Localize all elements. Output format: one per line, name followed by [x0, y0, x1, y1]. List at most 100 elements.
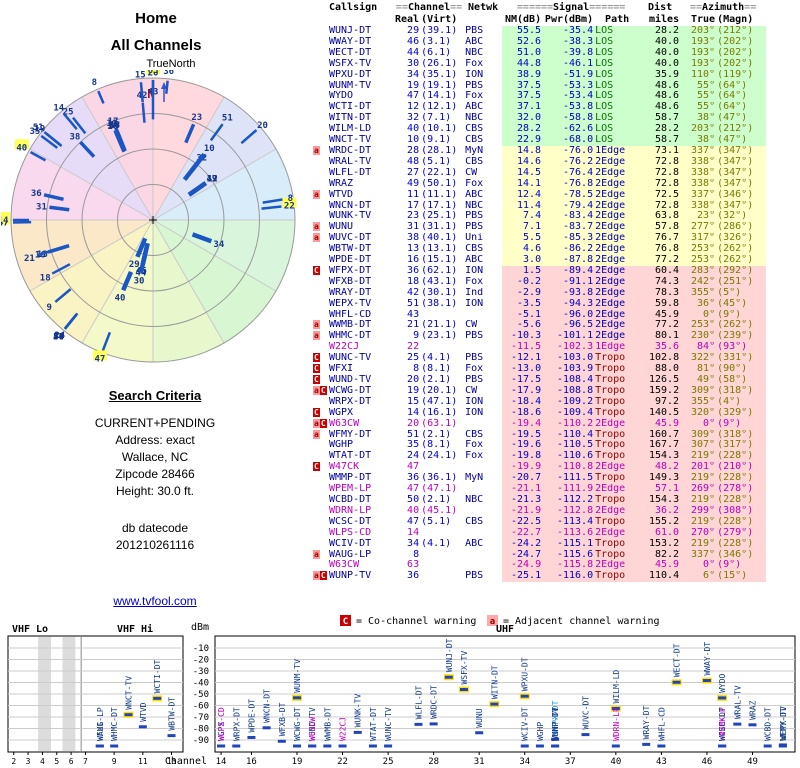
cell-azimuth-magn: (15°): [716, 571, 767, 583]
cell-path: LOS: [594, 58, 641, 70]
cell-path: 2Edge: [594, 265, 641, 277]
cell-azimuth-magn: (4°): [716, 396, 767, 408]
cell-real-channel: 27: [407, 167, 420, 178]
cell-virtual-channel: (8.1): [421, 364, 452, 375]
cell-pwr-dbm: -110.6: [542, 451, 595, 463]
radar-station-bar: [51, 263, 71, 275]
station-label: WWMB-DT: [323, 707, 332, 741]
cell-real-channel: 15: [407, 396, 420, 407]
radar-channel-label: 21: [24, 254, 35, 264]
cell-virtual-channel: (8.1): [421, 440, 452, 451]
cell-azimuth-true: 6°: [680, 571, 717, 583]
station-label: W63CW: [308, 717, 317, 741]
station-label: WPXU-DT: [521, 657, 530, 691]
column-header: Dist: [648, 2, 673, 13]
station-label: WGHP: [536, 722, 545, 741]
station-marker: [308, 744, 317, 748]
cell-path: 2Edge: [594, 167, 641, 179]
column-header: ==Azimuth==: [689, 2, 757, 13]
cell-azimuth-true: 201°: [680, 462, 717, 474]
cell-callsign: WUNC-TV: [329, 353, 372, 364]
cell-callsign: WUNM-TV: [329, 80, 372, 91]
radar-station-bar: [184, 123, 196, 144]
channel-tick-label: 4: [40, 757, 45, 766]
tvfool-link[interactable]: www.tvfool.com: [113, 594, 197, 608]
cell-real-channel: 28: [407, 145, 420, 156]
cell-nm-db: 37.5: [502, 80, 543, 92]
cell-azimuth-true: 253°: [680, 255, 717, 266]
cell-azimuth-true: 84°: [680, 342, 717, 354]
cell-path: 1Edge: [594, 145, 641, 157]
cell-nm-db: -25.1: [502, 571, 543, 583]
cell-dist-miles: 40.0: [640, 36, 681, 48]
cell-dist-miles: 159.2: [640, 385, 681, 397]
station-label: WHFL-CD: [657, 707, 666, 741]
cell-pwr-dbm: -83.7: [542, 222, 595, 234]
radar-ring: [81, 148, 225, 292]
table-row: a WTVD 11 (11.1) ABC 12.4 -78.5 2Edge 72.5 337° (3…: [312, 189, 767, 201]
channel-tick-label: 46: [702, 757, 713, 767]
cell-path: LOS: [594, 102, 641, 114]
cell-dist-miles: 45.9: [640, 560, 681, 572]
radar-sector: [153, 78, 224, 220]
cell-path: LOS: [594, 80, 641, 92]
cell-azimuth-true: 338°: [680, 156, 717, 168]
cell-path: Tropo: [594, 385, 641, 397]
adjacent-warning-badge: a: [313, 385, 320, 395]
cell-path: 2Edge: [594, 298, 641, 310]
table-row: WRPX-DT 15 (47.1) ION -18.4 -109.2 Tropo 97.2 35…: [312, 396, 767, 408]
station-marker: [733, 722, 742, 726]
cell-network: CW: [465, 385, 478, 396]
cell-path: Tropo: [594, 516, 641, 528]
cell-azimuth-true: 337°: [680, 189, 717, 201]
station-label: WEPX-TV: [779, 706, 788, 740]
cell-azimuth-true: 338°: [680, 200, 717, 212]
column-header: Real: [395, 14, 420, 25]
radar-station-bar: [191, 232, 213, 244]
radar-sector: [153, 220, 224, 362]
table-row: WCIV-DT 34 (4.1) ABC -24.2 -115.1 Tropo 153.2 21…: [312, 538, 767, 550]
cell-pwr-dbm: -109.2: [542, 396, 595, 408]
table-row: WHFL-CD 43 -5.1 -96.0 2Edge 45.9 0° (9°): [312, 309, 767, 321]
cell-path: 2Edge: [594, 331, 641, 343]
page-title-home[interactable]: Home: [135, 10, 177, 27]
cell-real-channel: 38: [407, 233, 420, 244]
cell-nm-db: 32.0: [502, 113, 543, 125]
cell-azimuth-true: 270°: [680, 527, 717, 539]
cell-azimuth-true: 253°: [680, 244, 717, 256]
station-label: WILM-LD: [612, 670, 621, 704]
radar-station-bar: [188, 181, 208, 197]
cell-azimuth-magn: (32°): [716, 211, 767, 223]
cell-network: CBS: [465, 244, 484, 255]
channel-tick-label: 22: [337, 757, 348, 767]
cell-nm-db: -17.9: [502, 385, 543, 397]
cell-azimuth-magn: (347°): [716, 167, 767, 179]
cell-pwr-dbm: -39.8: [542, 47, 595, 59]
cell-real-channel: 40: [407, 505, 420, 516]
radar-channel-label: 47: [207, 175, 218, 185]
cell-network: [464, 342, 502, 353]
cell-dist-miles: 76.8: [640, 244, 681, 256]
cell-network: ION: [465, 396, 484, 407]
station-label: W47CK: [718, 717, 727, 741]
radar-channel-label: 63: [148, 70, 159, 76]
cell-network: PBS: [465, 26, 484, 36]
cell-azimuth-true: 338°: [680, 178, 717, 190]
column-header: ======Signal======: [516, 2, 626, 13]
cochannel-warning-badge: C: [313, 407, 320, 417]
vhf-lo-title: VHF Lo: [12, 624, 48, 635]
cell-callsign: WYDO: [329, 91, 354, 102]
cell-warning-marker: [312, 528, 328, 539]
radar-station-bar: [209, 123, 224, 142]
cell-network: ABC: [465, 255, 484, 266]
cell-path: 2Edge: [594, 527, 641, 539]
station-label: WTAT-DT: [369, 707, 378, 741]
cochannel-legend-text: = Co-channel warning: [356, 616, 476, 627]
cell-nm-db: 3.0: [502, 255, 543, 266]
radar-sector: [82, 220, 153, 362]
channel-tick-label: 14: [216, 757, 227, 767]
cell-virtual-channel: (3.1): [421, 36, 452, 47]
column-header: NM(dB): [504, 14, 542, 25]
cell-azimuth-magn: (64°): [716, 91, 767, 103]
cell-virtual-channel: (22.1): [421, 167, 458, 178]
